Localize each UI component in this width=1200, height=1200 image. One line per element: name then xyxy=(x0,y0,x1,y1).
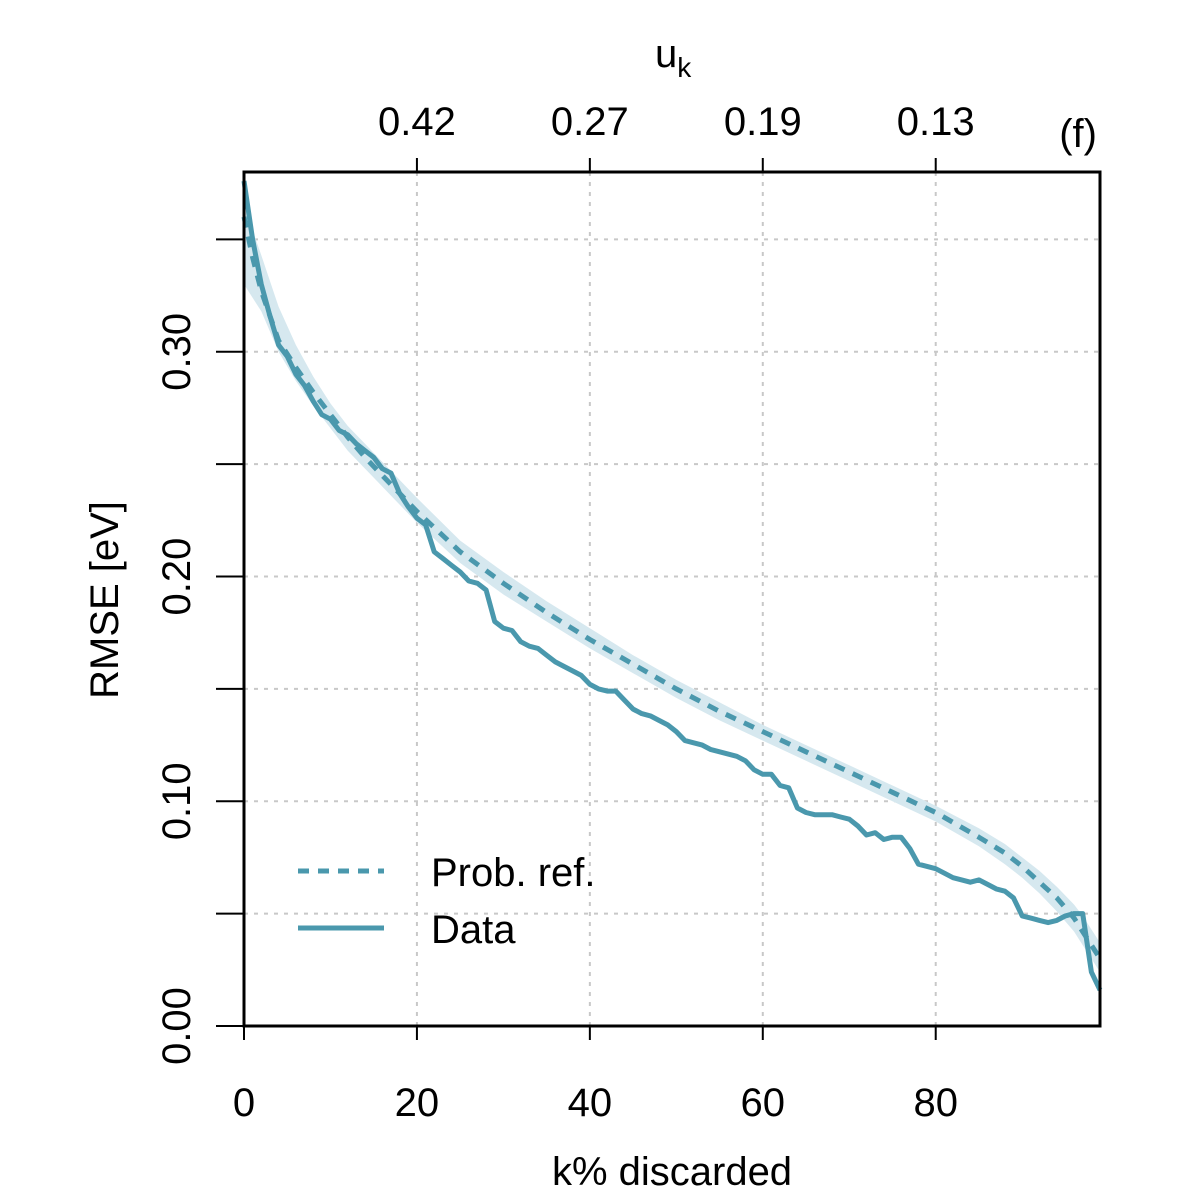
x-tick-label: 20 xyxy=(395,1081,440,1125)
y-tick-label: 0.20 xyxy=(155,538,199,616)
y-tick-label: 0.00 xyxy=(155,987,199,1065)
series-line-data xyxy=(241,180,1103,992)
top-tick-label: 0.27 xyxy=(551,100,629,144)
series-line-prob-ref xyxy=(241,216,1103,960)
legend-label-data: Data xyxy=(431,908,516,952)
legend-label-prob-ref: Prob. ref. xyxy=(431,851,596,895)
plot-frame xyxy=(242,170,1102,1028)
axis-ticks: 0 20 40 60 80 0.00 0.10 0.20 0.30 0.42 0.27 0.19 0.1… xyxy=(155,100,975,1125)
y-tick-label: 0.30 xyxy=(155,313,199,391)
top-axis-title-main: u xyxy=(655,32,677,76)
x-tick-label: 60 xyxy=(741,1081,786,1125)
y-axis-title: RMSE [eV] xyxy=(83,501,127,699)
x-axis-title: k% discarded xyxy=(552,1150,792,1194)
top-tick-label: 0.42 xyxy=(378,100,456,144)
top-axis-title: uk xyxy=(655,32,692,83)
panel-label: (f) xyxy=(1059,112,1097,156)
top-tick-label: 0.19 xyxy=(724,100,802,144)
x-tick-label: 0 xyxy=(233,1081,255,1125)
x-tick-label: 80 xyxy=(913,1081,958,1125)
x-tick-label: 40 xyxy=(568,1081,613,1125)
y-tick-label: 0.10 xyxy=(155,762,199,840)
top-axis-title-subscript: k xyxy=(677,52,692,83)
series-lines xyxy=(241,180,1103,992)
legend: Prob. ref. Data xyxy=(298,851,596,952)
top-tick-label: 0.13 xyxy=(897,100,975,144)
